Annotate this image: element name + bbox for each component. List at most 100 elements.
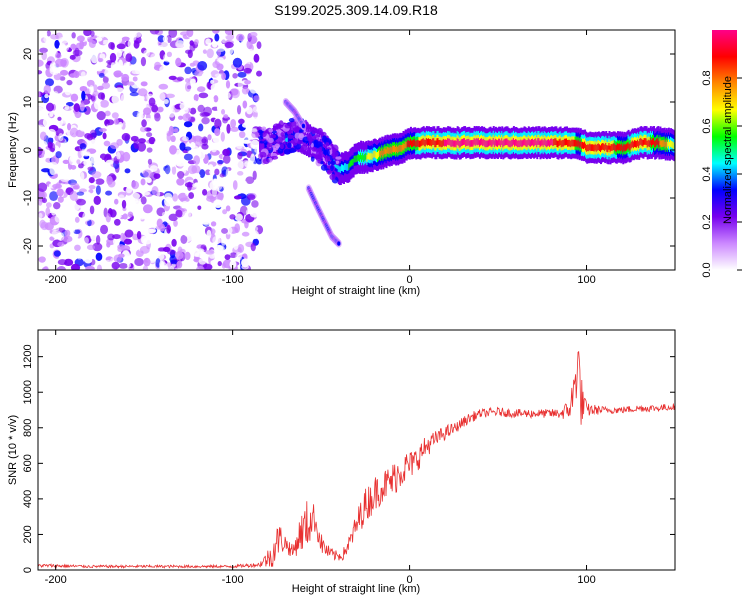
ridge-cell: [423, 139, 426, 147]
noise-blob: [102, 39, 110, 45]
noise-blob: [249, 84, 260, 94]
ridge-cell: [641, 139, 644, 146]
noise-blob: [183, 146, 192, 151]
ridge-cell: [525, 140, 528, 147]
noise-blob: [221, 36, 226, 44]
noise-blob: [102, 75, 109, 84]
ridge-cell: [391, 145, 394, 153]
ridge-cell: [345, 163, 348, 170]
ridge-cell: [416, 140, 419, 147]
ridge-cell: [482, 139, 485, 147]
noise-blob: [153, 251, 162, 257]
noise-blob: [141, 191, 151, 196]
noise-blob: [199, 111, 210, 118]
ridge-cell: [490, 140, 493, 147]
ridge-cell: [605, 143, 608, 150]
noise-blob: [78, 163, 84, 169]
noise-blob: [39, 72, 45, 83]
noise-blob: [51, 229, 61, 239]
noise-blob: [40, 161, 50, 167]
noise-blob: [53, 91, 59, 97]
noise-blob: [171, 165, 177, 175]
noise-blob: [38, 42, 45, 48]
noise-blob: [86, 79, 95, 88]
noise-blob: [64, 247, 71, 256]
noise-blob: [121, 73, 130, 82]
y-tick-label: 1200: [22, 344, 34, 368]
noise-blob: [123, 238, 133, 245]
ridge-cell: [377, 152, 380, 159]
ridge-cell: [511, 139, 514, 147]
noise-blob: [105, 190, 113, 196]
ridge-cell: [286, 135, 289, 142]
ridge-cell: [339, 166, 342, 174]
noise-blob: [118, 59, 123, 70]
noise-blob: [44, 222, 54, 231]
ridge-cell: [337, 165, 340, 173]
ridge-cell: [656, 138, 659, 146]
ridge-cell: [554, 138, 557, 146]
noise-blob: [250, 153, 256, 163]
snr-series-line: [38, 350, 675, 569]
noise-blob: [237, 171, 244, 176]
ridge-cell: [340, 164, 343, 172]
ridge-cell: [578, 141, 581, 149]
ridge-cell: [349, 160, 352, 168]
ridge-cell: [642, 139, 645, 147]
noise-blob: [72, 49, 83, 57]
noise-blob: [73, 232, 79, 239]
noise-blob: [148, 97, 156, 107]
noise-blob: [198, 92, 209, 99]
noise-blob: [122, 213, 128, 220]
noise-blob: [251, 116, 260, 121]
y-tick-label: 1000: [22, 380, 34, 404]
noise-blob: [226, 123, 231, 134]
noise-blob: [166, 51, 173, 58]
ridge-cell: [567, 139, 570, 147]
noise-blob: [38, 106, 44, 116]
ridge-cell: [417, 139, 420, 147]
noise-blob: [251, 131, 260, 139]
ridge-halo: [294, 125, 299, 133]
noise-blob: [239, 205, 248, 216]
colorbar-bar: [712, 30, 737, 270]
noise-blob: [118, 206, 124, 212]
ridge-cell: [635, 140, 638, 148]
ridge-cell: [470, 139, 473, 147]
noise-blob: [118, 263, 128, 269]
noise-blob: [121, 199, 127, 209]
noise-blob: [221, 109, 226, 115]
noise-blob: [157, 44, 164, 52]
noise-blob: [137, 215, 146, 220]
noise-blob: [79, 40, 85, 50]
ridge-cell: [469, 140, 472, 148]
noise-blob: [241, 231, 250, 237]
noise-blob: [172, 188, 180, 194]
ridge-cell: [621, 143, 624, 151]
ridge-cell: [331, 155, 334, 163]
noise-blob: [168, 213, 178, 222]
ridge-halo: [274, 143, 281, 148]
ridge-cell: [638, 141, 641, 148]
branch-core: [337, 241, 341, 246]
x-tick-label: -200: [45, 574, 67, 586]
noise-blob: [114, 49, 123, 58]
ridge-halo: [288, 117, 295, 123]
noise-blob: [70, 164, 77, 170]
noise-blob: [217, 261, 222, 267]
noise-blob: [250, 128, 259, 133]
ridge-cell: [321, 144, 324, 152]
ridge-cell: [346, 164, 349, 171]
ridge-cell: [588, 144, 591, 152]
y-tick-label: -10: [22, 190, 34, 206]
noise-blob: [175, 209, 183, 218]
noise-blob: [232, 50, 239, 57]
noise-blob: [214, 168, 220, 176]
noise-blob: [237, 152, 243, 160]
ridge-cell: [620, 144, 623, 152]
noise-blob: [116, 226, 122, 235]
noise-blob: [49, 110, 54, 118]
ridge-cell: [354, 155, 357, 163]
ridge-cell: [505, 138, 508, 146]
noise-blob: [39, 47, 48, 54]
